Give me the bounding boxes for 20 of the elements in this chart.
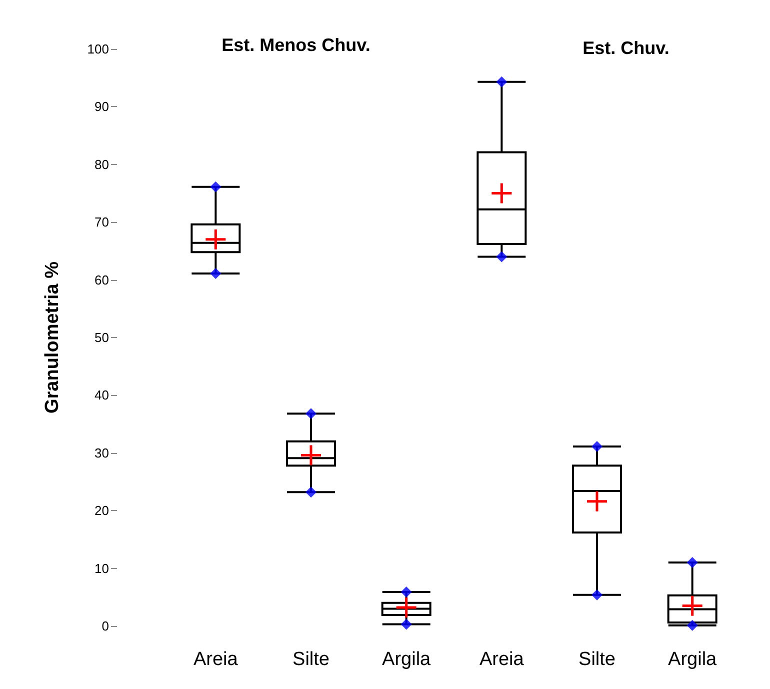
- x-tick-label: Argila: [382, 649, 432, 670]
- x-tick-label: Areia: [193, 649, 238, 670]
- y-tick-label: 70: [94, 214, 109, 230]
- y-tick-label: 30: [94, 445, 109, 460]
- x-tick-label: Areia: [479, 649, 524, 670]
- y-tick-label: 10: [94, 560, 109, 576]
- y-tick-label: 40: [94, 388, 109, 403]
- y-tick-label: 80: [94, 156, 109, 172]
- y-tick-label: 90: [94, 99, 109, 114]
- x-tick-label: Silte: [578, 649, 616, 670]
- x-tick-label: Argila: [668, 649, 718, 670]
- y-axis-title: Granulometria %: [42, 261, 63, 414]
- y-tick-label: 60: [94, 272, 109, 288]
- y-tick-label: 50: [94, 330, 109, 345]
- chart-title: Est. Chuv.: [582, 38, 670, 58]
- y-tick-label: 20: [94, 503, 109, 518]
- chart-title: Est. Menos Chuv.: [222, 35, 370, 55]
- x-tick-label: Silte: [292, 649, 330, 670]
- y-tick-label: 0: [102, 618, 109, 634]
- y-tick-label: 100: [87, 42, 109, 56]
